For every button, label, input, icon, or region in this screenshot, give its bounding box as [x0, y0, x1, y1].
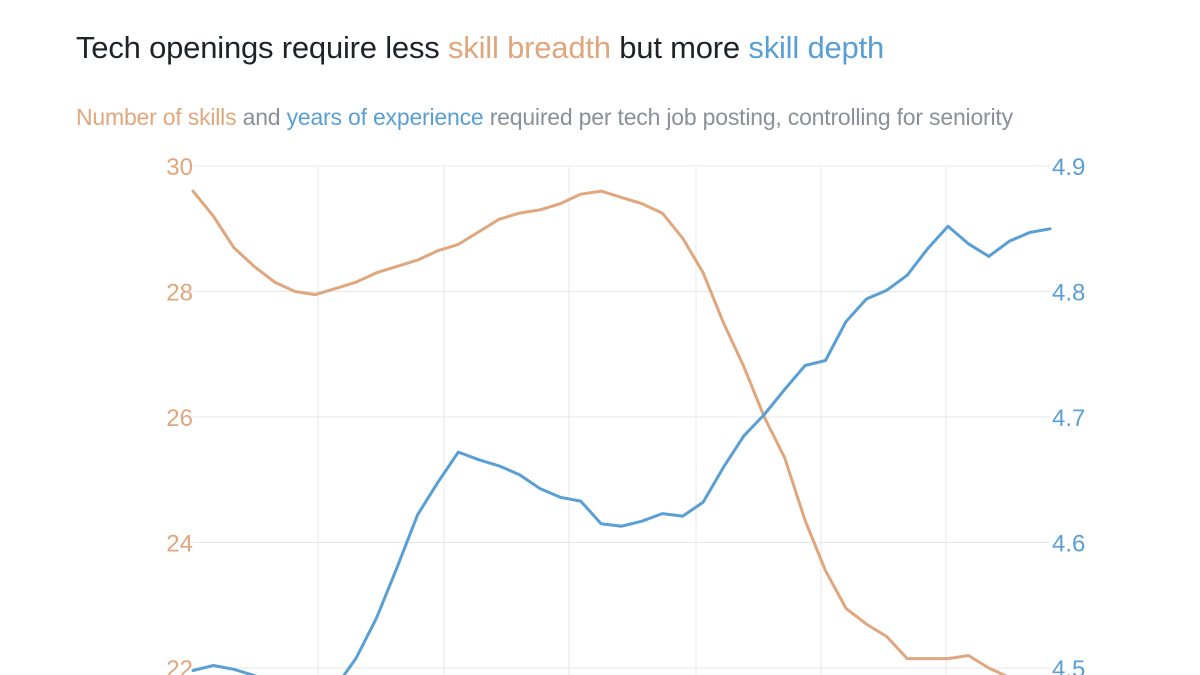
right-tick-label: 4.6 [1052, 531, 1085, 558]
chart-subtitle: Number of skills and years of experience… [76, 104, 1013, 131]
left-tick-label: 24 [166, 531, 193, 558]
left-tick-label: 22 [166, 656, 193, 675]
right-tick-label: 4.8 [1052, 280, 1085, 307]
skills-count-line [191, 189, 1008, 675]
left-tick-label: 28 [166, 280, 193, 307]
left-tick-label: 26 [166, 405, 193, 432]
title-skill-breadth: skill breadth [448, 30, 611, 65]
right-tick-label: 4.9 [1052, 154, 1085, 181]
right-tick-label: 4.5 [1052, 656, 1085, 675]
gridlines [193, 165, 1050, 675]
title-part-2: but more [610, 30, 749, 65]
years-experience-line [191, 224, 1052, 675]
title-part-1: Tech openings require less [76, 30, 448, 65]
title-skill-depth: skill depth [748, 30, 885, 65]
subtitle-part-1: and [236, 104, 287, 130]
subtitle-years-of-experience: years of experience [286, 104, 484, 130]
chart-title: Tech openings require less skill breadth… [76, 30, 884, 66]
subtitle-part-2: required per tech job posting, controlli… [483, 104, 1013, 130]
series-lines [191, 189, 1052, 675]
right-tick-label: 4.7 [1052, 405, 1085, 432]
subtitle-number-of-skills: Number of skills [76, 104, 237, 130]
left-tick-label: 30 [166, 154, 193, 181]
axis-ticks: 30 28 26 24 22 4.9 4.8 4.7 4.6 4.5 [166, 154, 1085, 675]
